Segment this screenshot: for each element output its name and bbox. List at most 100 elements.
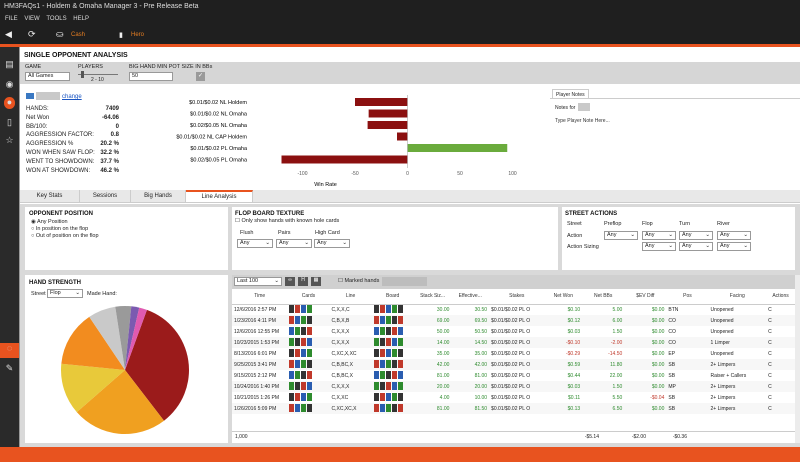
playing-card-icon [379,337,385,346]
column-header[interactable]: Facing [708,289,767,305]
turn-sizing-select[interactable]: Any ⌄ [679,242,713,251]
table-row[interactable]: 9/15/2015 2:12 PM C,B,BC,X 81.00 81.00 $0.01… [232,370,795,381]
playing-card-icon [295,403,301,412]
tab-line-analysis[interactable]: Line Analysis [186,190,253,202]
column-header[interactable]: Time [232,289,288,305]
menu-file[interactable]: FILE [5,16,18,22]
refresh-icon[interactable]: ⟳ [28,29,36,39]
x-tick-label: 100 [508,171,517,177]
river-sizing-select[interactable]: Any ⌄ [717,242,751,251]
position-option-any[interactable]: ◉ Any Position [31,219,68,225]
table-row[interactable]: 12/6/2016 12:55 PM C,X,X,X 50.00 50.50 $0.01… [232,326,795,337]
column-header[interactable]: Cards [287,289,330,305]
table-row[interactable]: 8/13/2016 6:01 PM C,XC,X,XC 35.00 35.00 $0.0… [232,348,795,359]
cell-cards [287,370,329,381]
table-row[interactable]: 1/26/2016 5:09 PM C,XC,XC,X 81.00 81.50 $0.0… [232,403,795,414]
playing-card-icon [307,304,313,313]
column-header[interactable]: Net Won [544,289,583,305]
cell-net: $0.59 [567,361,581,368]
playing-card-icon [289,348,295,357]
flush-select[interactable]: Any ⌄ [237,239,273,248]
position-option-in[interactable]: ○ In position on the flop [31,226,89,232]
cell-stack: 14.00 [436,339,450,346]
cell-cards [372,370,414,381]
cash-icon[interactable]: ⛀ [56,29,64,39]
column-header[interactable]: Line [329,289,372,305]
stat-row: WON AT SHOWDOWN: 46.2 % [26,168,119,174]
column-header[interactable]: Actions [766,289,795,305]
filter-h-icon[interactable]: H [298,277,308,286]
back-arrow-icon[interactable]: ◀ [5,29,12,39]
game-select[interactable]: All Games [25,72,70,81]
playing-card-icon [379,304,385,313]
tab-big-hands[interactable]: Big Hands [131,190,186,202]
filter-oo-icon[interactable]: ∞ [285,277,295,286]
pairs-select[interactable]: Any ⌄ [276,239,312,248]
preflop-action-select[interactable]: Any ⌄ [604,231,638,240]
players-slider[interactable] [78,74,118,75]
star-icon[interactable]: ☆ [5,135,14,145]
action-row-label: Action [567,233,583,239]
column-header[interactable]: Pos [666,289,709,305]
apply-check-icon[interactable]: ✓ [196,72,205,81]
marked-hands-checkbox[interactable]: ☐ Marked hands [338,278,380,284]
notes-edit-icon[interactable]: ✎ [5,363,14,373]
cell-facing: 2+ Limpers [710,361,736,368]
cell-pos: CO [668,328,676,335]
cell-stakes: $0.01/$0.02 PL O [491,372,531,379]
x-tick-label: 50 [457,171,463,177]
playing-card-icon [385,403,391,412]
flop-action-select[interactable]: Any ⌄ [642,231,676,240]
chat-icon[interactable]: ◌ [0,343,19,358]
bighand-select[interactable]: 50 [129,72,173,81]
menu-tools[interactable]: TOOLS [46,16,67,22]
cell-act: C [768,306,772,313]
cell-facing: 2+ Limpers [710,394,736,401]
reports-icon[interactable]: ▤ [5,59,14,69]
table-row[interactable]: 10/24/2016 1:40 PM C,X,X,X 20.00 20.00 $0.01… [232,381,795,392]
table-row[interactable]: 10/21/2015 1:26 PM C,X,XC 4.00 10.00 $0.01/$… [232,392,795,403]
table-row[interactable]: 12/6/2016 2:57 PM C,X,X,C 30.00 30.50 $0.01/… [232,304,795,315]
menu-help[interactable]: HELP [73,16,89,22]
device-icon[interactable]: ▯ [7,117,12,127]
change-player-link[interactable]: change [62,94,82,100]
column-header[interactable]: Effective... [451,289,490,305]
range-select[interactable]: Last 100 ⌄ [234,277,282,286]
turn-action-select[interactable]: Any ⌄ [679,231,713,240]
known-hole-cards-checkbox[interactable]: ☐ Only show hands with known hole cards [235,218,340,224]
table-scrollbar[interactable] [795,275,800,443]
cell-eff: 81.00 [474,372,488,379]
tab-sessions[interactable]: Sessions [80,190,131,202]
hero-icon[interactable]: ▮ [119,32,123,39]
notes-textarea[interactable]: Type Player Note Here... [555,118,610,124]
eye-icon[interactable]: ◉ [5,79,14,89]
position-option-out[interactable]: ○ Out of position on the flop [31,233,99,239]
table-row[interactable]: 9/25/2015 3:41 PM C,B,BC,X 42.00 42.00 $0.01… [232,359,795,370]
playing-card-icon [397,348,403,357]
highcard-select[interactable]: Any ⌄ [314,239,350,248]
column-header[interactable]: Net BBs [582,289,625,305]
hand-strength-title: HAND STRENGTH [29,280,81,286]
hand-street-select[interactable]: Flop ⌄ [47,289,83,298]
cell-facing: 1 Limper [710,339,730,346]
grid-icon[interactable]: ▦ [311,277,321,286]
table-row[interactable]: 1/23/2016 4:11 PM C,B,X,B 69.00 69.50 $0.01/… [232,315,795,326]
column-header[interactable]: Stack Siz... [413,289,452,305]
tab-player-notes[interactable]: Player Notes [552,89,589,98]
tab-key-stats[interactable]: Key Stats [20,190,80,202]
marked-hands-field[interactable] [382,277,427,286]
column-header[interactable]: $EV Diff [624,289,667,305]
column-header[interactable]: Stakes [489,289,545,305]
cash-label[interactable]: Cash [71,32,86,38]
column-header[interactable]: Board [371,289,414,305]
river-action-select[interactable]: Any ⌄ [717,231,751,240]
user-icon[interactable]: ● [4,97,15,109]
playing-card-icon [391,326,397,335]
table-row[interactable]: 10/23/2015 1:53 PM C,X,X,X 14.00 14.50 $0.01… [232,337,795,348]
cell-cards [372,337,414,348]
players-slider-handle[interactable] [81,71,84,78]
range-select-value: Last 100 [237,278,259,284]
hero-label[interactable]: Hero [131,32,145,38]
flop-sizing-select[interactable]: Any ⌄ [642,242,676,251]
menu-view[interactable]: VIEW [24,16,40,22]
